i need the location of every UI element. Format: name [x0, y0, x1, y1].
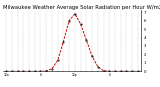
Text: Milwaukee Weather Average Solar Radiation per Hour W/m2 (Last 24 Hours): Milwaukee Weather Average Solar Radiatio…: [3, 5, 160, 10]
